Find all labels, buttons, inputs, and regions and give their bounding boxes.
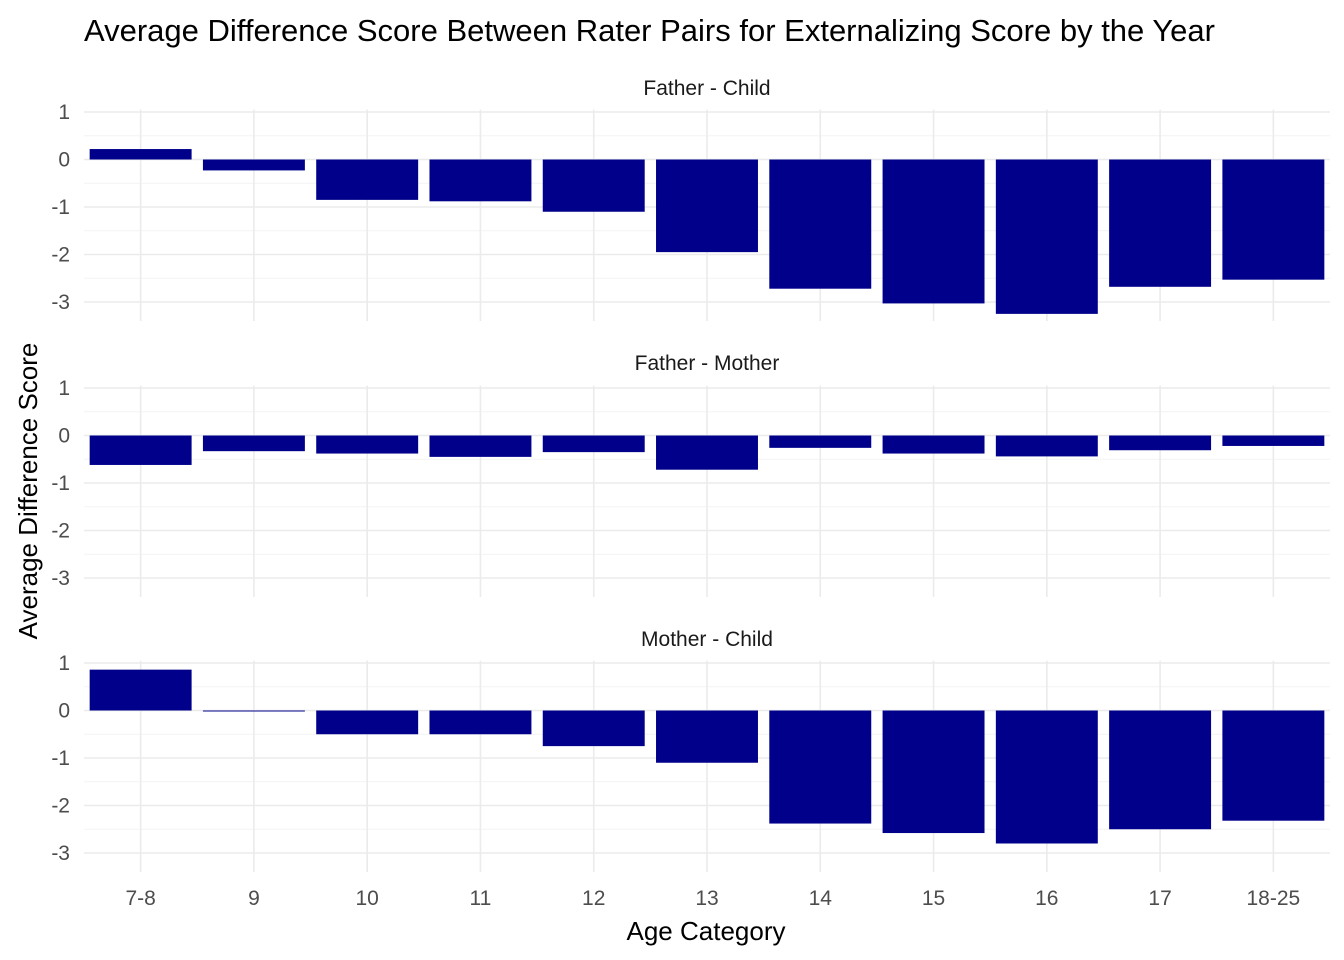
bar xyxy=(769,710,872,824)
x-tick-label: 11 xyxy=(470,887,492,910)
bar xyxy=(1109,710,1212,830)
bar xyxy=(202,710,305,712)
x-tick-label: 18-25 xyxy=(1247,887,1301,910)
y-tick-label: -3 xyxy=(51,842,70,865)
y-tick-label: 0 xyxy=(58,149,70,172)
panel-3: Mother - Child 1 0 -1 -2 -3 xyxy=(51,628,1330,872)
panel-strip-label: Father - Mother xyxy=(635,352,780,375)
y-tick-label: -1 xyxy=(51,472,70,495)
y-tick-label: -3 xyxy=(51,291,70,314)
bar xyxy=(429,159,532,202)
y-tick-label: -1 xyxy=(51,196,70,219)
bar xyxy=(656,435,758,470)
bar xyxy=(1222,435,1325,446)
x-axis-title: Age Category xyxy=(627,916,786,946)
bar xyxy=(202,435,305,452)
y-tick-label: -3 xyxy=(51,567,70,590)
bar xyxy=(316,435,419,454)
bar xyxy=(995,159,1098,314)
bar xyxy=(995,710,1098,844)
bar xyxy=(1222,159,1325,280)
y-axis-title: Average Difference Score xyxy=(13,343,43,640)
bar xyxy=(1109,159,1212,287)
bar xyxy=(542,159,645,212)
x-tick-label: 10 xyxy=(356,887,379,910)
x-tick-label: 13 xyxy=(695,887,718,910)
y-tick-label: 1 xyxy=(58,377,70,400)
bar xyxy=(542,435,645,453)
bar xyxy=(89,435,192,465)
bar xyxy=(656,710,758,763)
bar xyxy=(429,435,532,457)
y-tick-label: 0 xyxy=(58,425,70,448)
y-tick-label: -2 xyxy=(51,520,70,543)
y-tick-label: -1 xyxy=(51,747,70,770)
bar xyxy=(1109,435,1212,451)
bar xyxy=(89,149,192,160)
bar xyxy=(429,710,532,735)
bar xyxy=(656,159,758,253)
x-tick-label: 17 xyxy=(1148,887,1171,910)
bar xyxy=(1222,710,1325,821)
bar xyxy=(882,435,985,454)
chart-title: Average Difference Score Between Rater P… xyxy=(84,13,1215,48)
chart-panels: Father - Child 1 0 -1 -2 -3 Father - Mother 1 0 -… xyxy=(51,77,1330,872)
bar xyxy=(769,159,872,289)
x-axis-ticks: 7-8 9 10 11 12 13 14 15 16 17 18-25 xyxy=(125,887,1300,910)
y-tick-label: -2 xyxy=(51,795,70,818)
x-tick-label: 9 xyxy=(248,887,260,910)
y-tick-label: 1 xyxy=(58,652,70,675)
x-tick-label: 15 xyxy=(922,887,945,910)
bar xyxy=(882,159,985,304)
bar xyxy=(89,669,192,711)
bar xyxy=(316,710,419,735)
y-tick-label: -2 xyxy=(51,244,70,267)
x-tick-label: 14 xyxy=(809,887,833,910)
y-tick-label: 0 xyxy=(58,700,70,723)
x-tick-label: 7-8 xyxy=(125,887,155,910)
y-tick-label: 1 xyxy=(58,101,70,124)
panel-strip-label: Father - Child xyxy=(643,77,770,100)
panel-1: Father - Child 1 0 -1 -2 -3 xyxy=(51,77,1330,321)
panel-strip-label: Mother - Child xyxy=(641,628,773,651)
bar xyxy=(202,159,305,171)
panel-2: Father - Mother 1 0 -1 -2 -3 xyxy=(51,352,1330,597)
bar xyxy=(316,159,419,200)
bar xyxy=(769,435,872,448)
x-tick-label: 16 xyxy=(1035,887,1058,910)
bar xyxy=(542,710,645,747)
bar xyxy=(995,435,1098,457)
bar xyxy=(882,710,985,834)
x-tick-label: 12 xyxy=(582,887,605,910)
